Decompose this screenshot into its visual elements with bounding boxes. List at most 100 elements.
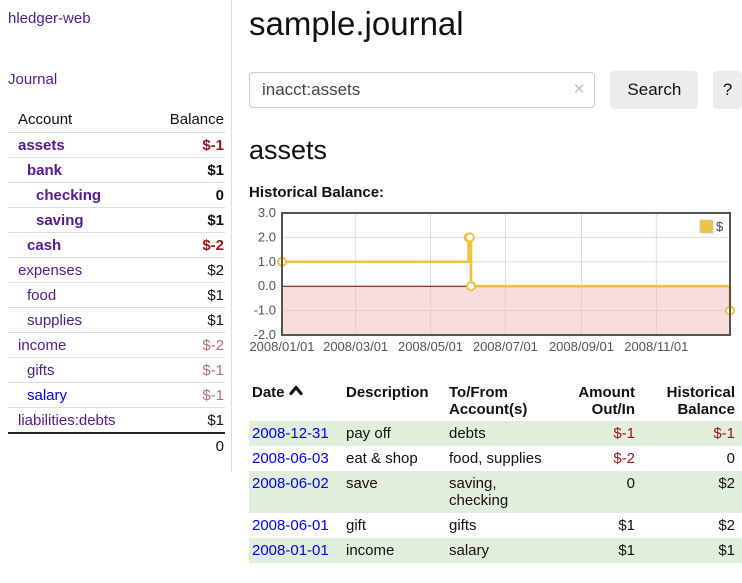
accounts-total-spacer: [8, 433, 143, 458]
transaction-row: 2008-06-03 eat & shop food, supplies $-2 0: [249, 446, 742, 471]
account-row: income $-2: [8, 332, 225, 358]
transaction-amount: $-2: [613, 449, 635, 467]
account-link[interactable]: cash: [27, 237, 62, 254]
help-button[interactable]: ?: [713, 70, 742, 109]
transaction-accounts: saving, checking: [449, 474, 509, 509]
accounts-total-row: 0: [8, 433, 225, 458]
transaction-accounts: salary: [449, 541, 490, 559]
account-link[interactable]: assets: [18, 137, 65, 154]
svg-text:2008/07/01: 2008/07/01: [473, 339, 538, 354]
account-link[interactable]: expenses: [18, 262, 83, 279]
transaction-row: 2008-06-01 gift gifts $1 $2: [249, 513, 742, 538]
account-balance: $-1: [202, 387, 224, 404]
header-balance: Historical Balance: [666, 383, 735, 418]
account-row: checking 0: [8, 182, 225, 208]
account-link[interactable]: liabilities:debts: [18, 412, 116, 429]
account-balance: $1: [207, 287, 224, 304]
account-balance: $1: [207, 412, 224, 429]
transaction-date-link[interactable]: 2008-01-01: [252, 541, 329, 559]
transaction-balance: 0: [726, 449, 735, 467]
transaction-amount: 0: [626, 474, 635, 492]
svg-text:1.0: 1.0: [258, 253, 276, 268]
transaction-date-link[interactable]: 2008-12-31: [252, 424, 329, 442]
account-link[interactable]: supplies: [27, 312, 83, 329]
account-balance: $-1: [202, 137, 224, 154]
header-amount: Amount Out/In: [578, 383, 635, 418]
svg-text:2008/03/01: 2008/03/01: [323, 339, 388, 354]
svg-text:2.0: 2.0: [258, 229, 276, 244]
clear-search-icon[interactable]: ✕: [572, 80, 586, 98]
account-row: supplies $1: [8, 307, 225, 333]
chart-label: Historical Balance:: [249, 183, 385, 201]
app-title-link[interactable]: hledger-web: [8, 10, 91, 27]
svg-text:-2.0: -2.0: [254, 327, 276, 342]
accounts-total-value: 0: [215, 438, 224, 455]
account-row: bank $1: [8, 157, 225, 183]
sidebar: hledger-web Journal Account Balance asse…: [0, 0, 232, 472]
accounts-header-row: Account Balance: [8, 108, 225, 133]
account-row: liabilities:debts $1: [8, 407, 225, 434]
svg-text:2008/05/01: 2008/05/01: [398, 339, 463, 354]
accounts-header-account: Account: [18, 111, 73, 128]
sidebar-nav: Journal: [8, 71, 225, 88]
account-link[interactable]: gifts: [27, 362, 55, 379]
header-accounts: To/From Account(s): [449, 383, 528, 418]
account-link[interactable]: food: [27, 287, 57, 304]
svg-text:2008/09/01: 2008/09/01: [549, 339, 614, 354]
transaction-description: save: [346, 474, 378, 492]
account-balance: 0: [215, 187, 224, 204]
account-link[interactable]: bank: [27, 162, 63, 179]
account-row: saving $1: [8, 207, 225, 233]
transaction-balance: $2: [718, 516, 735, 534]
sort-asc-icon: [288, 385, 303, 395]
header-description: Description: [346, 383, 429, 401]
transactions-header-row: Date Description To/From Account(s) Amou…: [249, 381, 742, 421]
transaction-description: income: [346, 541, 395, 559]
account-balance: $-2: [202, 237, 224, 254]
account-row: food $1: [8, 282, 225, 308]
account-link[interactable]: salary: [27, 387, 68, 404]
account-page-title: assets: [249, 134, 328, 165]
account-row: expenses $2: [8, 257, 225, 283]
transaction-row: 2008-01-01 income salary $1 $1: [249, 537, 742, 563]
account-link[interactable]: checking: [36, 187, 102, 204]
account-balance: $-2: [202, 337, 224, 354]
svg-text:2008/01/01: 2008/01/01: [249, 339, 314, 354]
transaction-date-link[interactable]: 2008-06-03: [252, 449, 329, 467]
accounts-header-balance: Balance: [169, 111, 224, 128]
account-link[interactable]: saving: [36, 212, 84, 229]
svg-text:-1.0: -1.0: [254, 302, 276, 317]
nav-journal-link[interactable]: Journal: [8, 71, 58, 88]
account-balance: $1: [207, 312, 224, 329]
account-link[interactable]: income: [18, 337, 67, 354]
search-input[interactable]: [249, 71, 596, 108]
transaction-description: eat & shop: [346, 449, 418, 467]
journal-title: sample.journal: [249, 5, 464, 42]
transaction-accounts: debts: [449, 424, 486, 442]
search-button[interactable]: Search: [610, 70, 699, 109]
main-content: sample.journal ✕ Search ? assets Histori…: [232, 0, 742, 583]
transaction-description: gift: [346, 516, 367, 534]
svg-text:2008/11/01: 2008/11/01: [624, 339, 688, 354]
account-row: cash $-2: [8, 232, 225, 258]
account-row: salary $-1: [8, 382, 225, 408]
header-date[interactable]: Date: [249, 381, 346, 421]
transactions-table: Date Description To/From Account(s) Amou…: [249, 381, 742, 563]
transaction-amount: $1: [618, 516, 635, 534]
transaction-balance: $-1: [713, 424, 735, 442]
transaction-row: 2008-12-31 pay off debts $-1 $-1: [249, 420, 742, 446]
transaction-amount: $-1: [613, 424, 635, 442]
account-balance: $-1: [202, 362, 224, 379]
transaction-date-link[interactable]: 2008-06-02: [252, 474, 329, 492]
transaction-date-link[interactable]: 2008-06-01: [252, 516, 329, 534]
search-form: ✕ Search ?: [249, 70, 742, 109]
transaction-amount: $1: [618, 541, 635, 559]
svg-text:3.0: 3.0: [258, 205, 276, 220]
transaction-accounts: food, supplies: [449, 449, 542, 467]
transaction-row: 2008-06-02 save saving, checking 0 $2: [249, 470, 742, 513]
transaction-balance: $2: [718, 474, 735, 492]
account-row: assets $-1: [8, 132, 225, 158]
account-balance: $2: [207, 262, 224, 279]
